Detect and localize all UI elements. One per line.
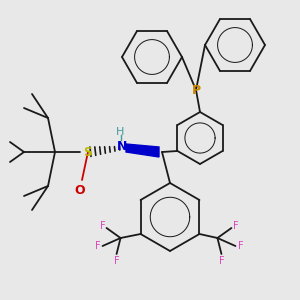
Text: H: H: [116, 127, 124, 137]
Text: F: F: [100, 221, 105, 231]
Polygon shape: [126, 144, 159, 157]
Text: F: F: [114, 256, 119, 266]
Text: F: F: [238, 241, 243, 251]
Text: N: N: [117, 140, 127, 154]
Text: F: F: [232, 221, 238, 231]
Text: O: O: [75, 184, 85, 196]
Text: S: S: [83, 146, 92, 158]
Text: F: F: [95, 241, 100, 251]
Text: F: F: [219, 256, 224, 266]
Text: P: P: [191, 83, 201, 97]
